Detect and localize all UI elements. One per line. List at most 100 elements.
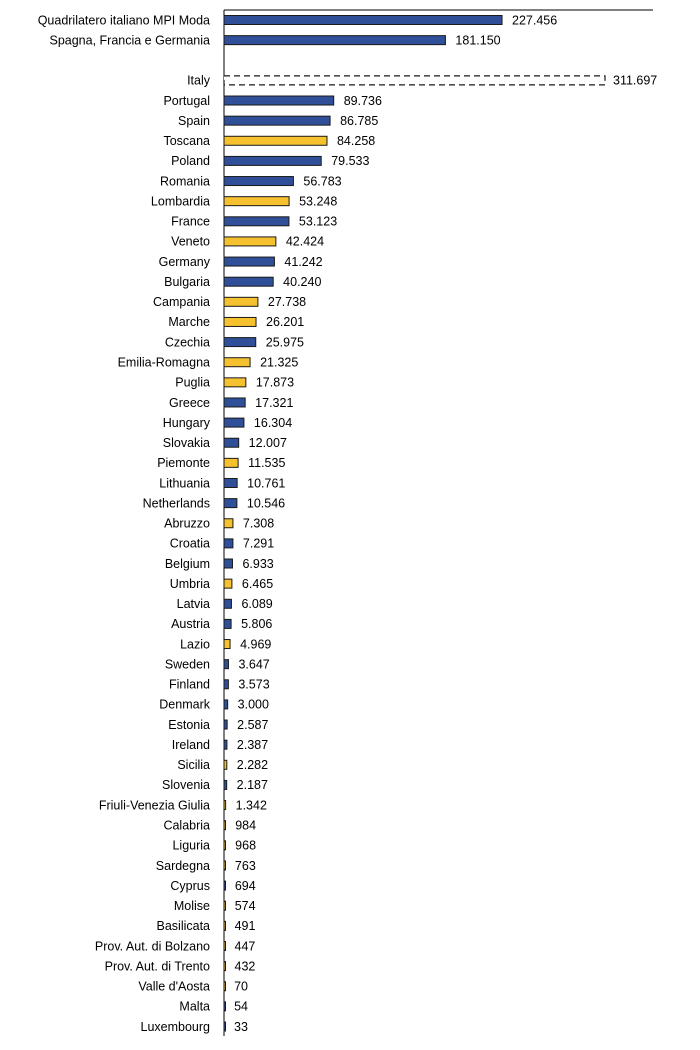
bar	[223, 296, 259, 307]
bar	[223, 558, 233, 569]
category-label: Basilicata	[157, 919, 211, 933]
value-label: 17.321	[255, 396, 293, 410]
bar	[223, 95, 335, 106]
value-label: 763	[235, 859, 256, 873]
category-label: Lazio	[180, 637, 210, 651]
category-label: Lombardia	[151, 194, 210, 208]
bar	[223, 840, 226, 851]
value-label: 694	[235, 879, 256, 893]
value-label: 7.291	[243, 537, 274, 551]
value-label: 54	[234, 1000, 248, 1014]
value-label: 56.783	[303, 174, 341, 188]
category-label: Sardegna	[156, 859, 210, 873]
value-label: 17.873	[256, 376, 294, 390]
value-label: 70	[234, 980, 248, 994]
value-label: 11.535	[248, 456, 285, 470]
value-label: 25.975	[266, 335, 304, 349]
bar	[223, 739, 228, 750]
value-label: 5.806	[241, 617, 272, 631]
bar	[223, 397, 246, 408]
value-label: 6.933	[242, 557, 273, 571]
category-label: Portugal	[163, 94, 210, 108]
value-label: 33	[234, 1020, 248, 1034]
bar	[223, 115, 331, 126]
category-label: Puglia	[175, 376, 210, 390]
bar	[223, 900, 226, 911]
category-label: Piemonte	[157, 456, 210, 470]
bar	[223, 276, 274, 287]
value-label: 26.201	[266, 315, 304, 329]
bar	[223, 15, 503, 25]
bar	[223, 518, 234, 529]
value-label: 491	[235, 919, 256, 933]
value-label: 2.282	[237, 758, 268, 772]
category-label: Abruzzo	[164, 517, 210, 531]
category-label: Valle d'Aosta	[138, 980, 210, 994]
bar	[223, 236, 277, 247]
value-label: 227.456	[512, 13, 557, 27]
bar	[223, 135, 328, 146]
category-label: Calabria	[163, 818, 210, 832]
category-label: Malta	[179, 1000, 210, 1014]
bar	[223, 920, 226, 931]
value-label: 181.150	[455, 33, 500, 47]
value-label: 3.573	[238, 678, 269, 692]
value-label: 53.248	[299, 194, 337, 208]
category-label: Ireland	[172, 738, 210, 752]
value-label: 3.647	[238, 657, 269, 671]
value-label: 21.325	[260, 356, 298, 370]
value-label: 84.258	[337, 134, 375, 148]
category-label: Greece	[169, 396, 210, 410]
value-label: 574	[235, 899, 256, 913]
value-label: 10.761	[247, 476, 285, 490]
bar	[223, 578, 233, 589]
category-label: Croatia	[170, 537, 210, 551]
category-label: Romania	[160, 174, 210, 188]
value-label: 6.465	[242, 577, 273, 591]
bar	[223, 961, 226, 972]
bar	[223, 176, 294, 187]
value-label: 16.304	[254, 416, 292, 430]
value-label: 7.308	[243, 517, 274, 531]
category-label: Finland	[169, 678, 210, 692]
category-label: Prov. Aut. di Trento	[105, 959, 210, 973]
value-label: 3.000	[238, 698, 269, 712]
bar	[223, 377, 247, 388]
category-label: Sweden	[165, 657, 210, 671]
value-label: 12.007	[249, 436, 287, 450]
category-label: Slovakia	[163, 436, 210, 450]
bar	[223, 457, 239, 468]
category-label: Liguria	[172, 839, 210, 853]
category-label: Denmark	[159, 698, 210, 712]
category-label: Italy	[187, 74, 211, 88]
value-label: 40.240	[283, 275, 321, 289]
category-label: Emilia-Romagna	[118, 356, 210, 370]
category-label: Friuli-Venezia Giulia	[99, 798, 210, 812]
bar	[223, 639, 231, 650]
category-label: France	[171, 215, 210, 229]
category-label: Spagna, Francia e Germania	[49, 33, 210, 47]
value-label: 79.533	[331, 154, 369, 168]
category-label: Quadrilatero italiano MPI Moda	[38, 13, 210, 27]
value-label: 968	[235, 839, 256, 853]
category-label: Czechia	[165, 335, 210, 349]
value-label: 42.424	[286, 235, 324, 249]
bar	[223, 820, 226, 831]
value-label: 89.736	[344, 94, 382, 108]
category-label: Latvia	[177, 597, 210, 611]
category-label: Luxembourg	[141, 1020, 211, 1034]
category-label: Marche	[168, 315, 210, 329]
category-label: Poland	[171, 154, 210, 168]
value-label: 311.697	[613, 74, 657, 88]
bar	[223, 196, 290, 207]
value-label: 1.342	[236, 798, 267, 812]
bar	[223, 417, 245, 428]
category-label: Spain	[178, 114, 210, 128]
value-label: 447	[235, 939, 256, 953]
bar	[223, 357, 251, 368]
bar	[223, 598, 232, 609]
bar	[223, 759, 228, 770]
value-label: 984	[235, 818, 256, 832]
bar	[223, 719, 228, 730]
value-label: 6.089	[241, 597, 272, 611]
